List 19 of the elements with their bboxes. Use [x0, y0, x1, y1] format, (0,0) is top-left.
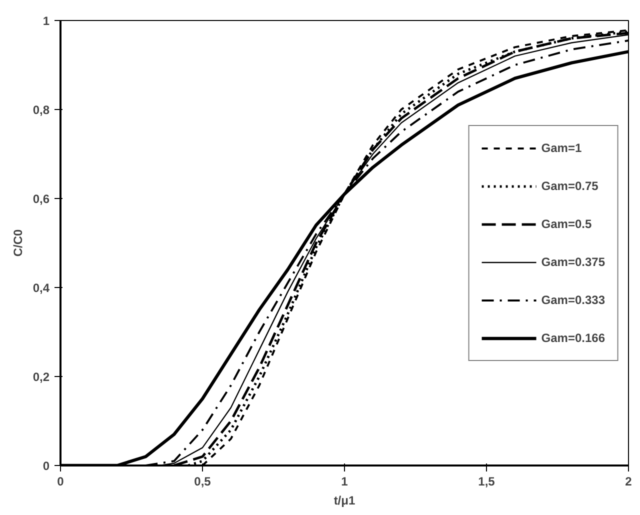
legend-label: Gam=0.166 [541, 330, 605, 344]
x-tick-label: 0,5 [194, 474, 212, 488]
x-tick-label: 1 [341, 474, 348, 488]
legend-label: Gam=0.75 [541, 178, 598, 192]
x-tick-label: 0 [57, 474, 64, 488]
y-axis-title: C/C0 [10, 229, 25, 257]
legend-label: Gam=0.333 [541, 292, 605, 306]
y-tick-label: 0,2 [32, 370, 50, 384]
legend-label: Gam=1 [541, 140, 582, 154]
y-tick-label: 1 [42, 14, 50, 28]
x-tick-label: 1,5 [478, 474, 496, 488]
x-tick-label: 2 [625, 474, 632, 488]
y-tick-label: 0,8 [32, 103, 50, 117]
legend-label: Gam=0.375 [541, 254, 605, 268]
y-tick-label: 0,4 [32, 281, 50, 295]
y-tick-label: 0 [42, 459, 50, 473]
y-tick-label: 0,6 [32, 192, 50, 206]
x-axis-title: t/μ1 [334, 494, 356, 508]
legend-label: Gam=0.5 [541, 216, 592, 230]
